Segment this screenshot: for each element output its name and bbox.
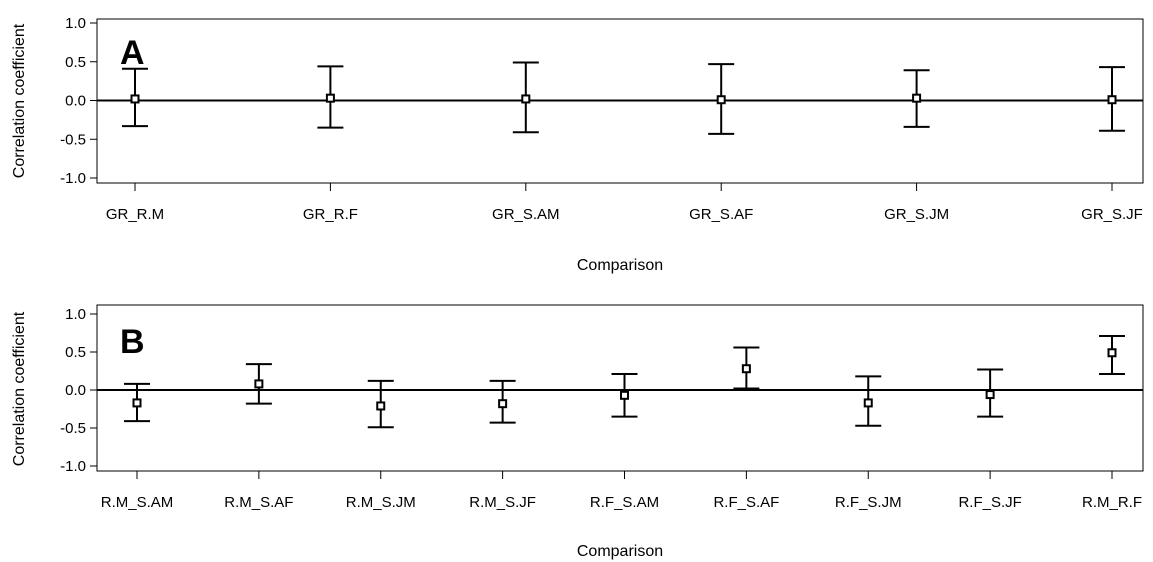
y-tick-label: 0.5 <box>65 344 86 361</box>
data-point <box>912 93 922 103</box>
y-tick-label: -0.5 <box>60 420 86 437</box>
x-tick-label: GR_R.F <box>303 206 358 223</box>
data-point <box>716 95 726 105</box>
data-point <box>130 94 140 104</box>
data-point <box>376 401 386 411</box>
y-tick-label: 0.5 <box>65 54 86 71</box>
y-tick-label: -1.0 <box>60 458 86 475</box>
chart-panel-a: -1.0 -0.5 0.0 0.5 1.0 GR_R.M GR_R.F GR_S.AM GR_S… <box>11 15 1144 274</box>
data-point <box>741 364 751 374</box>
x-tick-label: R.M_S.AF <box>224 494 293 511</box>
x-tick-label: R.F_S.JM <box>835 494 902 511</box>
data-point <box>985 390 995 400</box>
x-tick-label: R.F_S.AF <box>713 494 779 511</box>
x-axis-label: Comparison <box>577 543 663 560</box>
x-tick-label: GR_S.JM <box>884 206 949 223</box>
chart-panel-b: -1.0 -0.5 0.0 0.5 1.0 R.M_S.AM R.M_S.AF R.M_S.J… <box>11 304 1144 560</box>
x-tick-label: R.M_S.JM <box>346 494 416 511</box>
data-point <box>521 94 531 104</box>
data-point <box>132 398 142 408</box>
x-tick-label: GR_S.JF <box>1081 206 1143 223</box>
y-axis-label: Correlation coefficient <box>11 23 28 178</box>
x-tick-label: R.F_S.JF <box>958 494 1021 511</box>
y-tick-label: 1.0 <box>65 306 86 323</box>
plot-frame <box>96 304 1144 472</box>
x-tick-label: R.M_R.F <box>1082 494 1142 511</box>
x-tick-label: R.F_S.AM <box>590 494 659 511</box>
x-tick-label: GR_S.AM <box>492 206 560 223</box>
data-point <box>1107 95 1117 105</box>
x-tick-label: R.M_S.JF <box>469 494 536 511</box>
y-axis-label: Correlation coefficient <box>11 311 28 466</box>
data-point <box>863 398 873 408</box>
data-point <box>254 379 264 389</box>
panel-label: A <box>120 34 145 72</box>
y-tick-label: -1.0 <box>60 170 86 187</box>
panel-label: B <box>120 323 145 361</box>
y-tick-label: -0.5 <box>60 131 86 148</box>
x-tick-label: R.M_S.AM <box>101 494 174 511</box>
x-axis-label: Comparison <box>577 257 663 274</box>
data-point <box>620 390 629 400</box>
data-point <box>498 399 508 409</box>
data-point <box>325 93 335 103</box>
x-tick-label: GR_R.M <box>106 206 164 223</box>
data-point <box>1107 348 1117 358</box>
y-tick-label: 1.0 <box>65 15 86 32</box>
y-tick-label: 0.0 <box>65 382 86 399</box>
x-tick-label: GR_S.AF <box>689 206 753 223</box>
y-tick-label: 0.0 <box>65 93 86 110</box>
